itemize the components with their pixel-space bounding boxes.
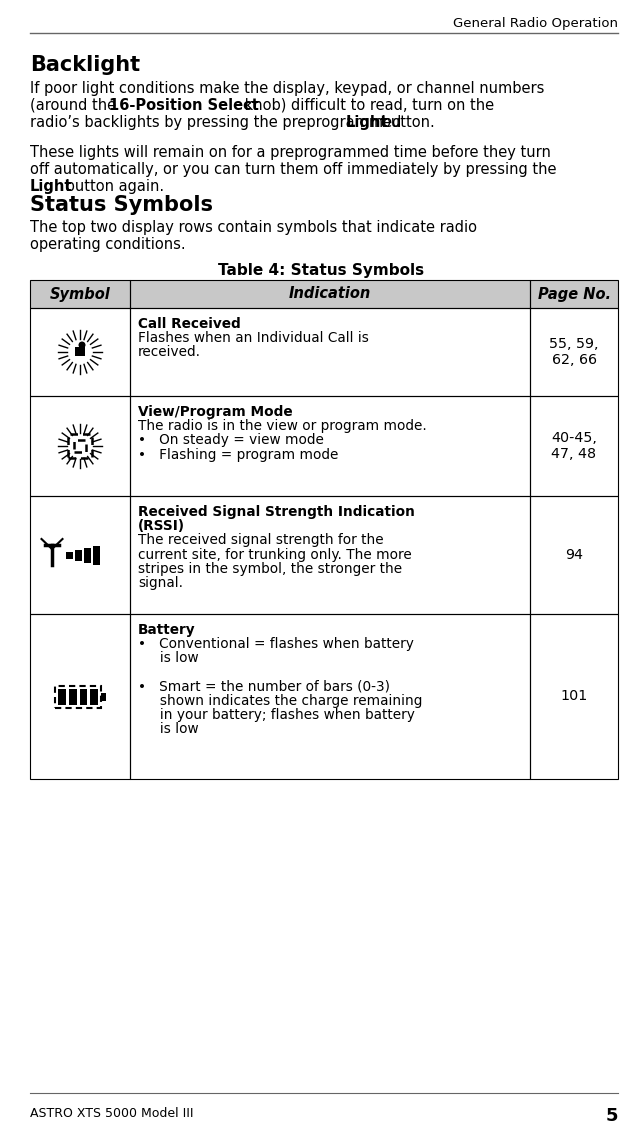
- Text: •   Smart = the number of bars (0-3): • Smart = the number of bars (0-3): [138, 680, 390, 694]
- Text: ASTRO XTS 5000 Model III: ASTRO XTS 5000 Model III: [30, 1107, 193, 1120]
- Bar: [69, 688, 76, 704]
- Bar: [530, 280, 618, 308]
- Bar: [68, 434, 92, 458]
- Bar: [91, 688, 98, 704]
- Text: off automatically, or you can turn them off immediately by pressing the: off automatically, or you can turn them …: [30, 162, 557, 177]
- Text: 16-Position Select: 16-Position Select: [109, 98, 259, 113]
- Text: Light: Light: [346, 115, 388, 130]
- Bar: [74, 440, 86, 452]
- Bar: [130, 396, 530, 496]
- Text: •   On steady = view mode: • On steady = view mode: [138, 433, 324, 448]
- Bar: [66, 551, 73, 558]
- Text: operating conditions.: operating conditions.: [30, 237, 186, 252]
- Text: (around the: (around the: [30, 98, 121, 113]
- Text: •   Flashing = program mode: • Flashing = program mode: [138, 448, 338, 461]
- Text: radio’s backlights by pressing the preprogrammed: radio’s backlights by pressing the prepr…: [30, 115, 406, 130]
- Bar: [30, 396, 618, 496]
- Text: received.: received.: [138, 345, 201, 359]
- Text: 40-45,
47, 48: 40-45, 47, 48: [551, 431, 597, 461]
- Bar: [75, 346, 85, 356]
- Bar: [55, 685, 101, 708]
- Text: General Radio Operation: General Radio Operation: [453, 17, 618, 30]
- Bar: [530, 308, 618, 396]
- Bar: [130, 614, 530, 778]
- Text: Call Received: Call Received: [138, 317, 241, 331]
- Text: These lights will remain on for a preprogrammed time before they turn: These lights will remain on for a prepro…: [30, 145, 551, 160]
- Text: 55, 59,
62, 66: 55, 59, 62, 66: [550, 336, 599, 367]
- Bar: [30, 280, 618, 308]
- Bar: [84, 548, 91, 562]
- Text: The top two display rows contain symbols that indicate radio: The top two display rows contain symbols…: [30, 220, 477, 235]
- Text: in your battery; flashes when battery: in your battery; flashes when battery: [138, 709, 415, 722]
- Bar: [75, 549, 82, 560]
- Bar: [101, 693, 106, 701]
- Bar: [30, 280, 130, 308]
- Text: Page No.: Page No.: [537, 287, 611, 302]
- Bar: [30, 496, 618, 614]
- Text: is low: is low: [138, 651, 198, 665]
- Text: Backlight: Backlight: [30, 55, 140, 75]
- Text: The radio is in the view or program mode.: The radio is in the view or program mode…: [138, 420, 427, 433]
- Bar: [30, 396, 130, 496]
- Text: current site, for trunking only. The more: current site, for trunking only. The mor…: [138, 548, 412, 561]
- Text: View/Program Mode: View/Program Mode: [138, 405, 293, 418]
- Text: The received signal strength for the: The received signal strength for the: [138, 533, 384, 548]
- Bar: [130, 496, 530, 614]
- Bar: [530, 496, 618, 614]
- Text: is low: is low: [138, 722, 198, 737]
- Text: Battery: Battery: [138, 623, 196, 637]
- Bar: [30, 496, 130, 614]
- Text: stripes in the symbol, the stronger the: stripes in the symbol, the stronger the: [138, 561, 402, 576]
- Bar: [530, 396, 618, 496]
- Text: Symbol: Symbol: [49, 287, 110, 302]
- Text: signal.: signal.: [138, 576, 183, 590]
- Bar: [93, 546, 100, 565]
- Text: 5: 5: [605, 1107, 618, 1125]
- Text: 101: 101: [560, 690, 587, 703]
- Bar: [130, 308, 530, 396]
- Text: Table 4: Status Symbols: Table 4: Status Symbols: [218, 263, 424, 278]
- Text: If poor light conditions make the display, keypad, or channel numbers: If poor light conditions make the displa…: [30, 81, 544, 96]
- Text: Light: Light: [30, 179, 73, 193]
- Bar: [30, 614, 130, 778]
- Bar: [30, 614, 618, 778]
- Bar: [30, 308, 618, 396]
- Bar: [30, 308, 130, 396]
- Text: •   Conventional = flashes when battery: • Conventional = flashes when battery: [138, 637, 414, 651]
- Bar: [80, 688, 87, 704]
- Text: Received Signal Strength Indication: Received Signal Strength Indication: [138, 505, 415, 519]
- Text: shown indicates the charge remaining: shown indicates the charge remaining: [138, 694, 422, 708]
- Bar: [530, 614, 618, 778]
- Bar: [130, 280, 530, 308]
- Text: Flashes when an Individual Call is: Flashes when an Individual Call is: [138, 331, 369, 345]
- Text: button again.: button again.: [61, 179, 164, 193]
- Text: 94: 94: [565, 548, 583, 562]
- Text: Indication: Indication: [289, 287, 371, 302]
- Bar: [58, 688, 65, 704]
- Text: button.: button.: [377, 115, 435, 130]
- Text: knob) difficult to read, turn on the: knob) difficult to read, turn on the: [240, 98, 494, 113]
- Circle shape: [78, 342, 85, 349]
- Text: (RSSI): (RSSI): [138, 520, 185, 533]
- Text: Status Symbols: Status Symbols: [30, 195, 213, 215]
